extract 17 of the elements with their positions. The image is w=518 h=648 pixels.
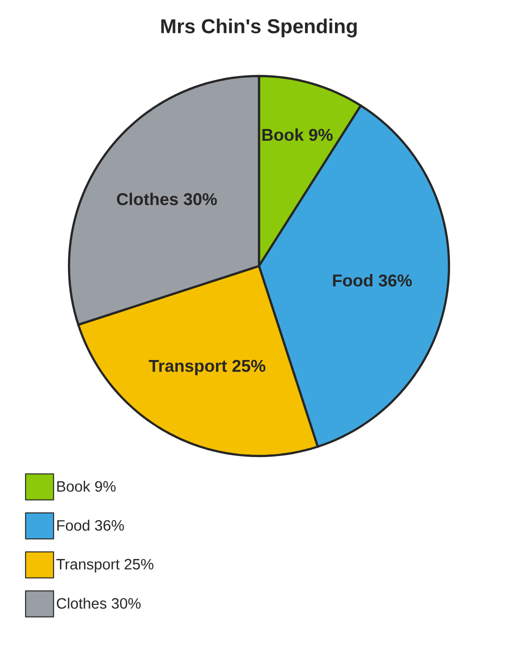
slice-label: Food xyxy=(333,274,372,287)
data-label: 36% xyxy=(378,274,412,287)
data-label: 9% xyxy=(309,128,333,141)
text: 9% xyxy=(95,481,116,492)
data-label: 30% xyxy=(184,193,217,206)
chart-title: Mrs Chin's Spending xyxy=(161,18,357,38)
data-label: 25% xyxy=(232,360,266,372)
legend-label: Transport xyxy=(56,559,120,572)
text: 36% xyxy=(95,520,124,531)
slice-label: Clothes xyxy=(116,192,178,206)
text: 25% xyxy=(124,558,154,570)
legend-label: Clothes xyxy=(56,598,106,609)
legend-label: Book xyxy=(57,480,90,492)
slice-label: Transport xyxy=(148,360,227,376)
slice-label: Book xyxy=(262,128,304,141)
text: 30% xyxy=(112,598,141,609)
legend-label: Food xyxy=(57,520,90,531)
